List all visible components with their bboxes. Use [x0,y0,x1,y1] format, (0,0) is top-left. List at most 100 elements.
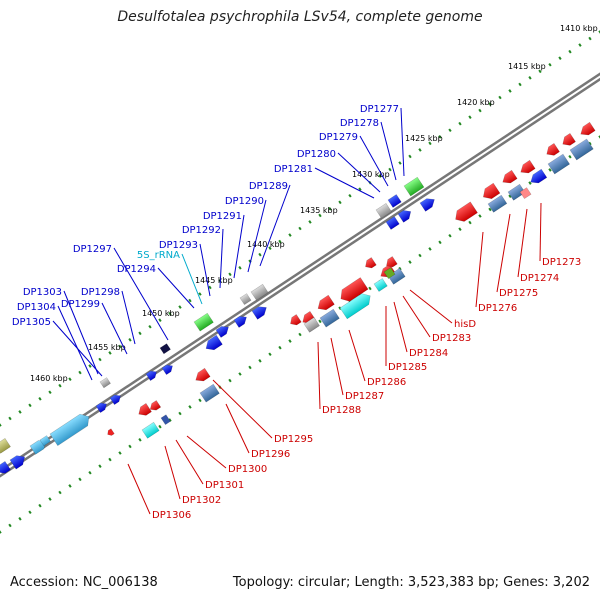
reverse-gene-label: DP1273 [539,202,581,268]
reverse-gene-arrow [569,138,594,161]
tick-dot [348,193,352,198]
forward-gene-arrow [109,394,121,406]
tick-dot [238,265,242,270]
tick-dot [428,247,432,251]
tick-dot [8,416,12,421]
tick-dot [228,378,232,383]
tick-dot [398,161,402,165]
gene-label-text: hisD [454,319,476,330]
tick-dot [58,383,62,388]
genome-backbone [0,72,600,478]
kbp-tick-label: 1425 kbp [405,134,443,143]
kbp-tick-label: 1450 kbp [142,309,180,318]
tick-dot [578,43,582,47]
reverse-gene-label: DP1274 [517,208,559,284]
tick-dot [288,233,292,237]
gene-label-text: DP1284 [409,348,448,359]
label-leader-line [393,301,408,353]
tick-dot [318,213,322,218]
tick-dot [118,344,122,349]
reverse-gene-arrow [530,168,548,184]
tick-dot [478,108,482,113]
reverse-gene-arrow [107,428,115,436]
tick-dot [78,477,82,482]
tick-dot [418,253,422,258]
tick-dot [278,239,282,244]
tick-dot [418,148,422,152]
tick-dot [48,497,52,501]
forward-gene-arrow [0,438,11,454]
gene-label-text: DP1292 [182,225,221,236]
gene-label-text: DP1301 [205,480,244,491]
label-leader-line [101,302,128,355]
forward-gene-arrow [340,277,369,302]
tick-dot [448,233,452,238]
tick-dot [278,345,282,350]
tick-dot [108,457,112,462]
reverse-gene-arrow [195,367,211,382]
backbone-inner-line [0,75,600,475]
label-leader-line [225,403,250,454]
forward-gene-arrow [455,201,478,222]
forward-gene-arrow [159,343,171,355]
label-leader-line [121,290,136,345]
tick-dot [168,418,172,422]
label-leader-line [247,199,267,273]
tick-dot [188,405,192,409]
tick-dot [68,484,72,488]
tick-dot [118,451,122,455]
forward-gene-arrow [317,294,335,311]
gene-label-text: DP1298 [81,287,120,298]
forward-gene-arrow [546,143,560,156]
tick-dot [408,260,412,264]
reverse-gene-arrow [387,267,406,285]
forward-gene-arrow [145,370,157,382]
tick-dot [568,154,572,159]
tick-dot [88,470,92,475]
tick-dot [558,56,562,61]
tick-dot [68,377,72,381]
tick-dot [528,76,532,80]
forward-gene-arrow [562,133,576,146]
reverse-gene-label: DP1286 [348,329,406,388]
tick-dot [188,298,192,303]
kbp-tick-label: 1415 kbp [508,62,546,71]
forward-gene-label: DP1303 [23,287,99,375]
tick-dot [228,272,232,277]
label-leader-line [314,167,375,199]
tick-dot [108,351,112,355]
tick-dot [18,410,22,414]
outer-tick-track [0,30,600,427]
tick-dot [0,423,2,427]
forward-gene-arrow [387,194,402,208]
tick-dot [538,69,542,74]
tick-dot [438,240,442,245]
reverse-gene-label: hisD [409,289,476,330]
gene-label-text: DP1288 [322,405,361,416]
tick-dot [598,30,600,34]
gene-label-text: DP1273 [542,257,581,268]
forward-gene-arrow [233,316,247,328]
gene-label-text: DP1274 [520,273,559,284]
label-leader-line [475,231,484,308]
tick-dot [388,167,392,172]
tick-dot [378,174,382,178]
forward-gene-label: DP1298 [81,287,136,345]
kbp-tick-label: 1460 kbp [30,374,68,383]
kbp-tick-label: 1410 kbp [560,24,598,33]
forward-gene-arrow [397,210,412,223]
gene-label-text: DP1286 [367,377,406,388]
tick-dot [98,357,102,362]
gene-label-text: DP1283 [432,333,471,344]
label-leader-line [57,305,93,381]
forward-gene-label: DP1290 [225,196,267,273]
tick-dot [128,338,132,342]
forward-gene-label: DP1281 [274,164,375,199]
tick-dot [408,154,412,159]
tick-dot [328,207,332,211]
gene-label-text: DP1305 [12,317,51,328]
tick-dot [48,390,52,395]
tick-dot [208,285,212,290]
tick-dot [88,364,92,368]
